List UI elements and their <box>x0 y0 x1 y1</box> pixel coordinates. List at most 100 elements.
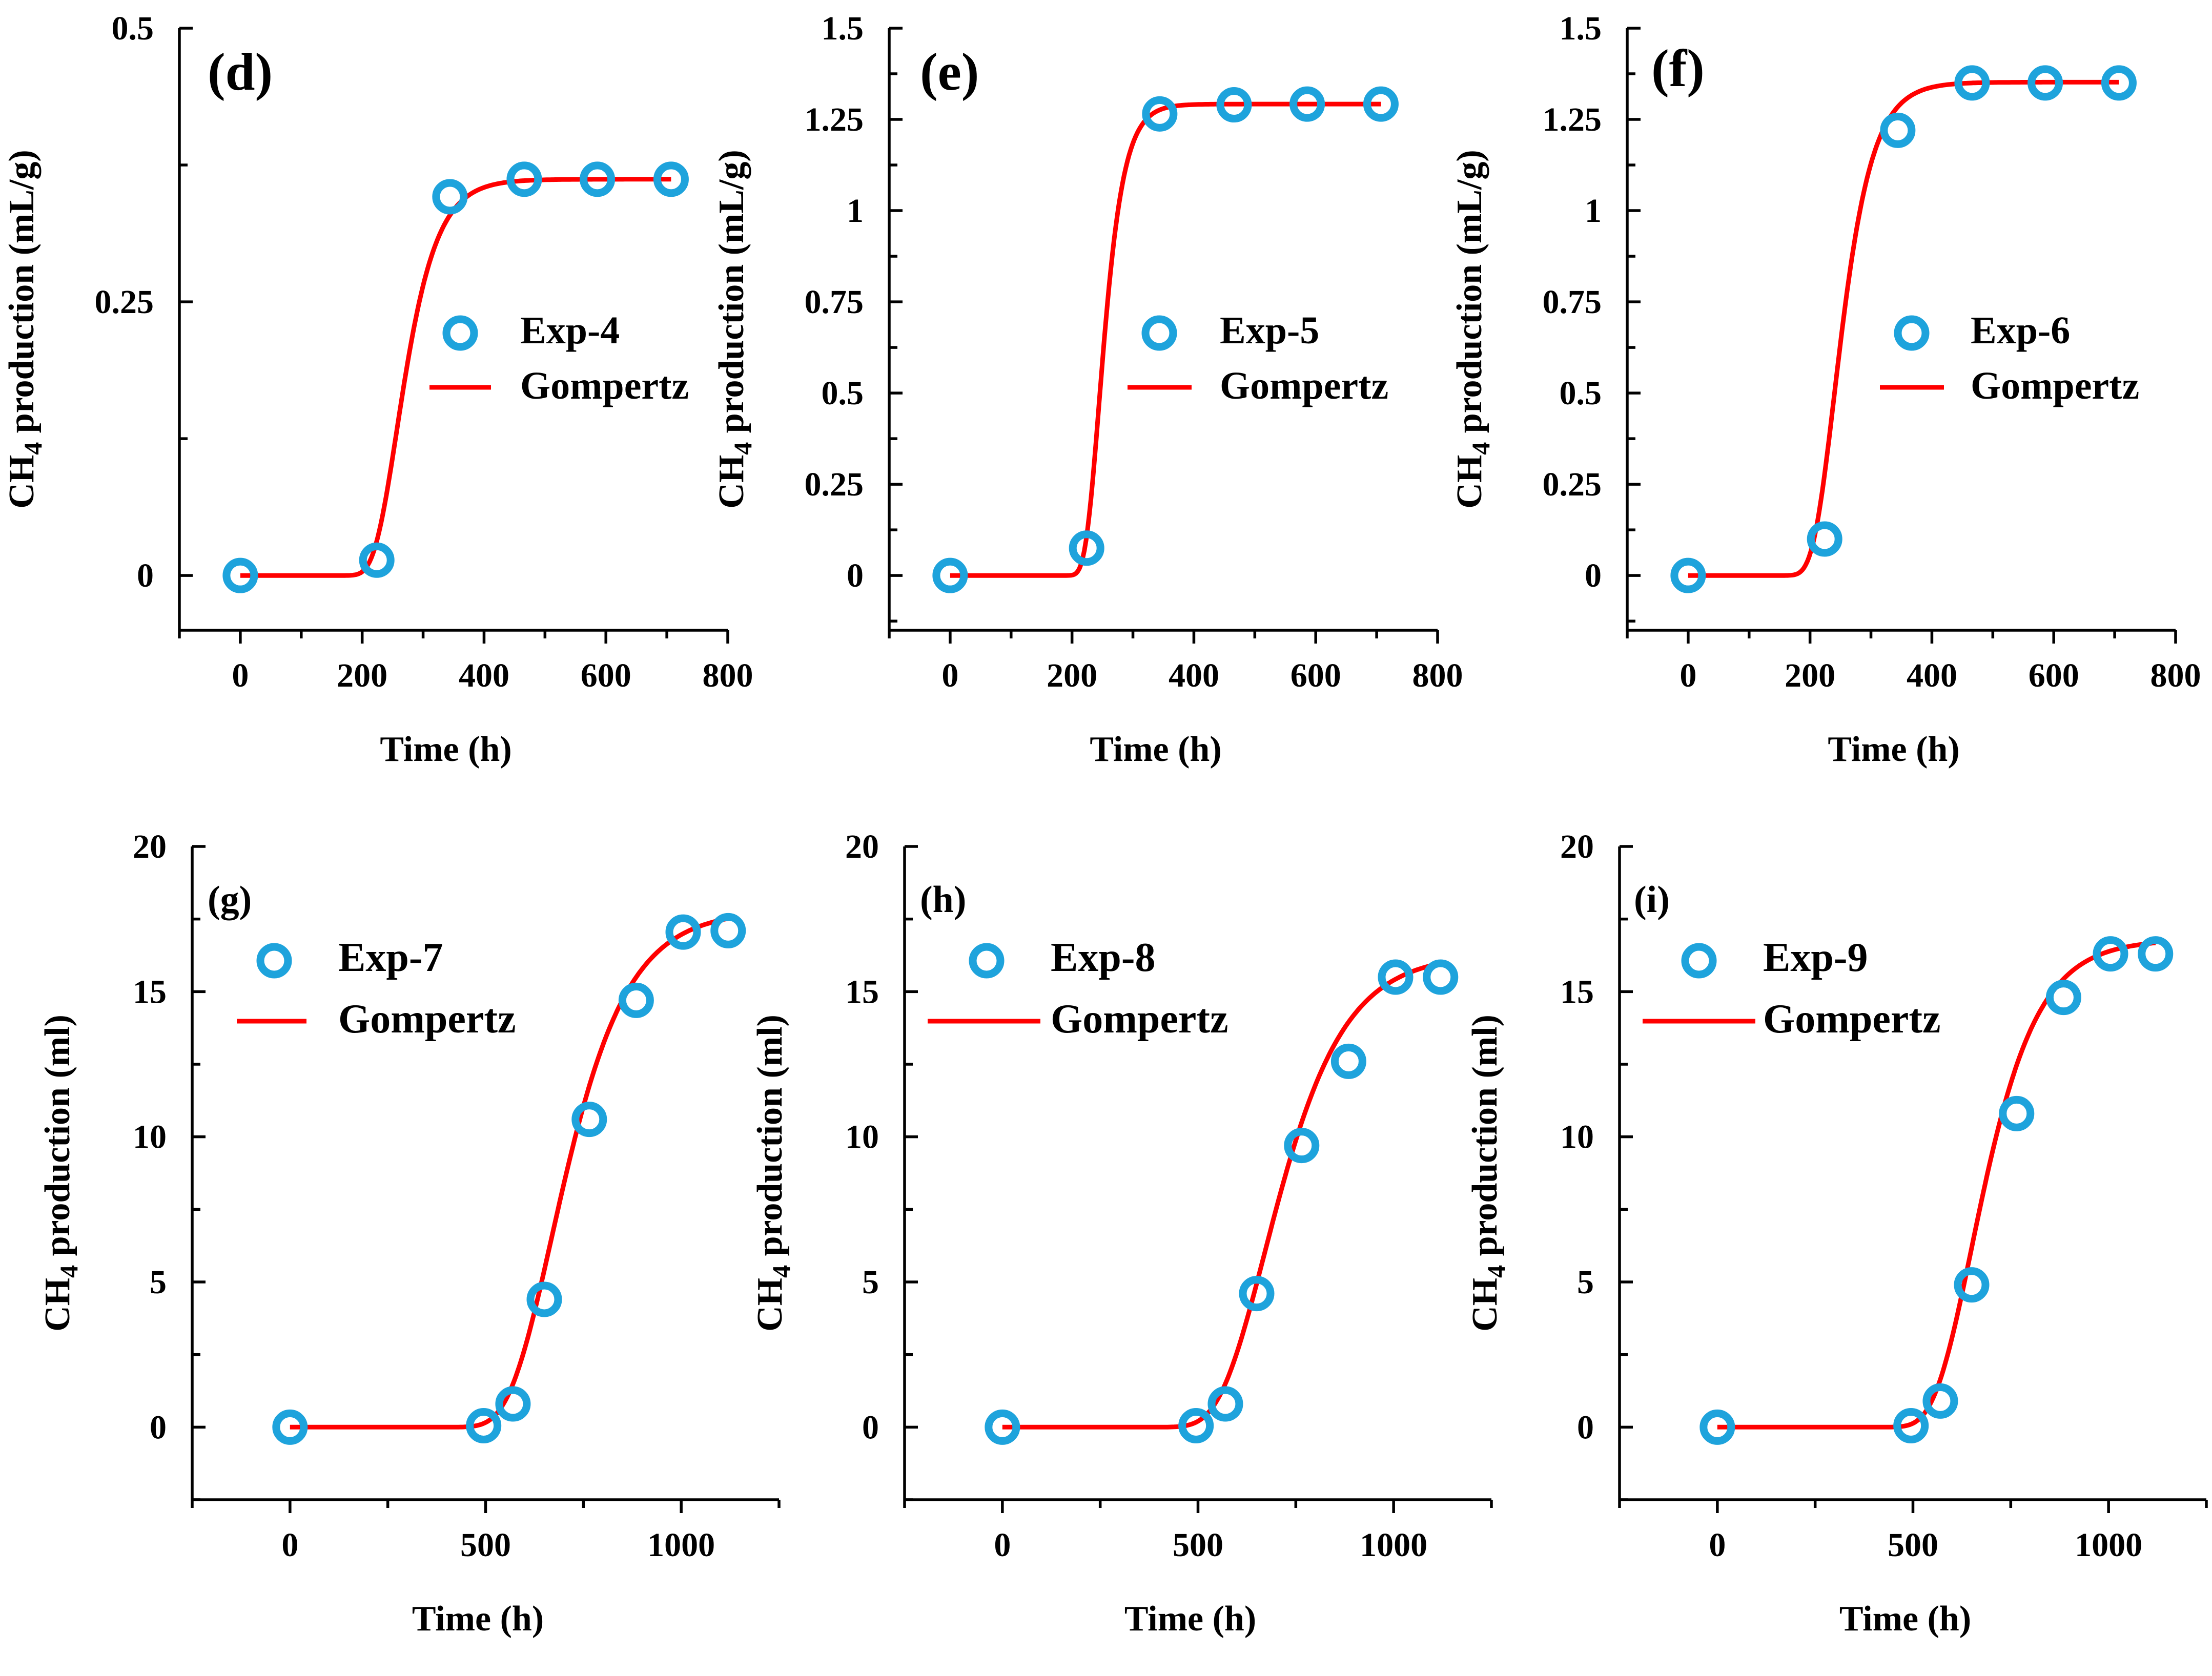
x-tick-label: 0 <box>281 1526 298 1564</box>
data-point <box>653 161 689 197</box>
y-tick-label: 0.75 <box>1543 283 1602 321</box>
data-point <box>1922 1383 1958 1419</box>
panel-label: (f) <box>1651 39 1705 98</box>
panel-label: (h) <box>920 879 966 921</box>
data-point <box>1999 1095 2035 1131</box>
y-tick-label: 0.25 <box>1543 466 1602 503</box>
y-tick-label: 1.25 <box>805 101 864 138</box>
data-point <box>1069 530 1104 566</box>
legend-label-gompertz: Gompertz <box>1220 364 1388 407</box>
y-tick-label: 15 <box>845 973 879 1010</box>
data-point <box>432 179 468 215</box>
data-point <box>359 542 395 578</box>
data-point <box>1239 1276 1275 1312</box>
legend-label-gompertz: Gompertz <box>338 997 516 1042</box>
data-point <box>1207 1386 1243 1422</box>
x-axis-title: Time (h) <box>380 730 511 769</box>
data-point <box>222 557 258 593</box>
panel-label: (g) <box>208 879 252 921</box>
data-point <box>1954 65 1990 101</box>
data-point <box>580 161 616 197</box>
data-point <box>1423 959 1459 995</box>
y-tick-label: 20 <box>845 828 879 865</box>
x-axis-title: Time (h) <box>1090 730 1221 769</box>
x-tick-label: 1000 <box>647 1526 715 1564</box>
x-tick-label: 500 <box>1888 1526 1938 1564</box>
legend-label-exp: Exp-7 <box>338 935 443 980</box>
x-tick-label: 200 <box>1785 657 1835 694</box>
data-point <box>1284 1128 1320 1164</box>
panel-label: (i) <box>1634 879 1670 921</box>
data-point <box>1330 1043 1366 1079</box>
y-axis-title: CH4 production (ml) <box>750 1015 795 1332</box>
x-tick-label: 200 <box>337 657 387 694</box>
data-point <box>665 914 701 950</box>
y-axis-title: CH4 production (mL/g) <box>712 150 757 508</box>
data-point <box>466 1408 502 1443</box>
x-tick-label: 500 <box>1173 1526 1223 1564</box>
data-point <box>2045 980 2081 1016</box>
y-tick-label: 1.5 <box>822 10 864 47</box>
panel-label: (d) <box>208 43 273 101</box>
legend-label-exp: Exp-4 <box>520 309 620 352</box>
data-point <box>2138 936 2174 972</box>
y-tick-label: 5 <box>862 1264 879 1301</box>
y-tick-label: 1 <box>847 192 864 230</box>
x-tick-label: 1000 <box>2075 1526 2142 1564</box>
data-point <box>2027 65 2063 101</box>
data-point <box>1954 1267 1990 1303</box>
y-tick-label: 1.25 <box>1543 101 1602 138</box>
y-tick-label: 15 <box>133 973 167 1010</box>
legend-label-exp: Exp-6 <box>1971 309 2070 352</box>
y-tick-label: 0.5 <box>1560 375 1602 412</box>
data-point <box>932 557 968 593</box>
legend-marker <box>1681 943 1717 979</box>
legend-label-exp: Exp-8 <box>1051 935 1156 980</box>
legend-label-gompertz: Gompertz <box>520 364 689 407</box>
legend-marker <box>1141 315 1177 351</box>
panel-e: 0 200 400 600 800 0 0.25 0.5 0.75 1 1.25 1.5 Time (h… <box>712 10 1463 769</box>
data-point <box>1670 557 1706 593</box>
data-point <box>618 982 654 1018</box>
data-point <box>1699 1409 1735 1445</box>
y-tick-label: 5 <box>150 1264 167 1301</box>
x-tick-label: 500 <box>460 1526 511 1564</box>
x-axis-title: Time (h) <box>1828 730 1959 769</box>
y-tick-label: 0 <box>847 557 864 594</box>
y-axis-title: CH4 production (mL/g) <box>1450 150 1495 508</box>
legend-label-exp: Exp-9 <box>1763 935 1868 980</box>
y-tick-label: 10 <box>1560 1119 1594 1156</box>
y-tick-label: 0 <box>1585 557 1602 594</box>
panel-d: 0 200 400 600 800 0 0.25 0.5 Time (h) CH4 product… <box>2 10 753 769</box>
data-point <box>1807 521 1842 557</box>
y-tick-label: 1 <box>1585 192 1602 230</box>
data-point <box>272 1409 308 1445</box>
panel-label: (e) <box>920 43 979 101</box>
data-point <box>1893 1408 1929 1443</box>
data-point <box>985 1409 1020 1445</box>
x-tick-label: 600 <box>581 657 631 694</box>
x-tick-label: 600 <box>2029 657 2079 694</box>
panel-i: 0 500 1000 0 5 10 15 20 Time (h) CH4 production (… <box>1465 828 2208 1639</box>
x-axis-title: Time (h) <box>412 1599 544 1639</box>
data-point <box>1289 86 1325 122</box>
y-axis-title: CH4 production (mL/g) <box>2 150 47 508</box>
legend-label-gompertz: Gompertz <box>1971 364 2139 407</box>
y-axis-title: CH4 production (ml) <box>1465 1015 1510 1332</box>
data-point <box>1178 1408 1214 1443</box>
data-point <box>1378 959 1414 995</box>
y-tick-label: 5 <box>1577 1264 1594 1301</box>
y-tick-label: 10 <box>845 1119 879 1156</box>
x-axis-title: Time (h) <box>1124 1599 1256 1639</box>
data-point <box>506 161 542 197</box>
data-point <box>1363 86 1399 122</box>
x-tick-label: 0 <box>994 1526 1011 1564</box>
x-tick-label: 0 <box>1680 657 1696 694</box>
y-tick-label: 10 <box>133 1119 167 1156</box>
x-tick-label: 400 <box>1907 657 1957 694</box>
y-tick-label: 0 <box>150 1409 167 1446</box>
y-tick-label: 20 <box>133 828 167 865</box>
x-tick-label: 200 <box>1047 657 1097 694</box>
gompertz-curve <box>1688 79 2119 578</box>
